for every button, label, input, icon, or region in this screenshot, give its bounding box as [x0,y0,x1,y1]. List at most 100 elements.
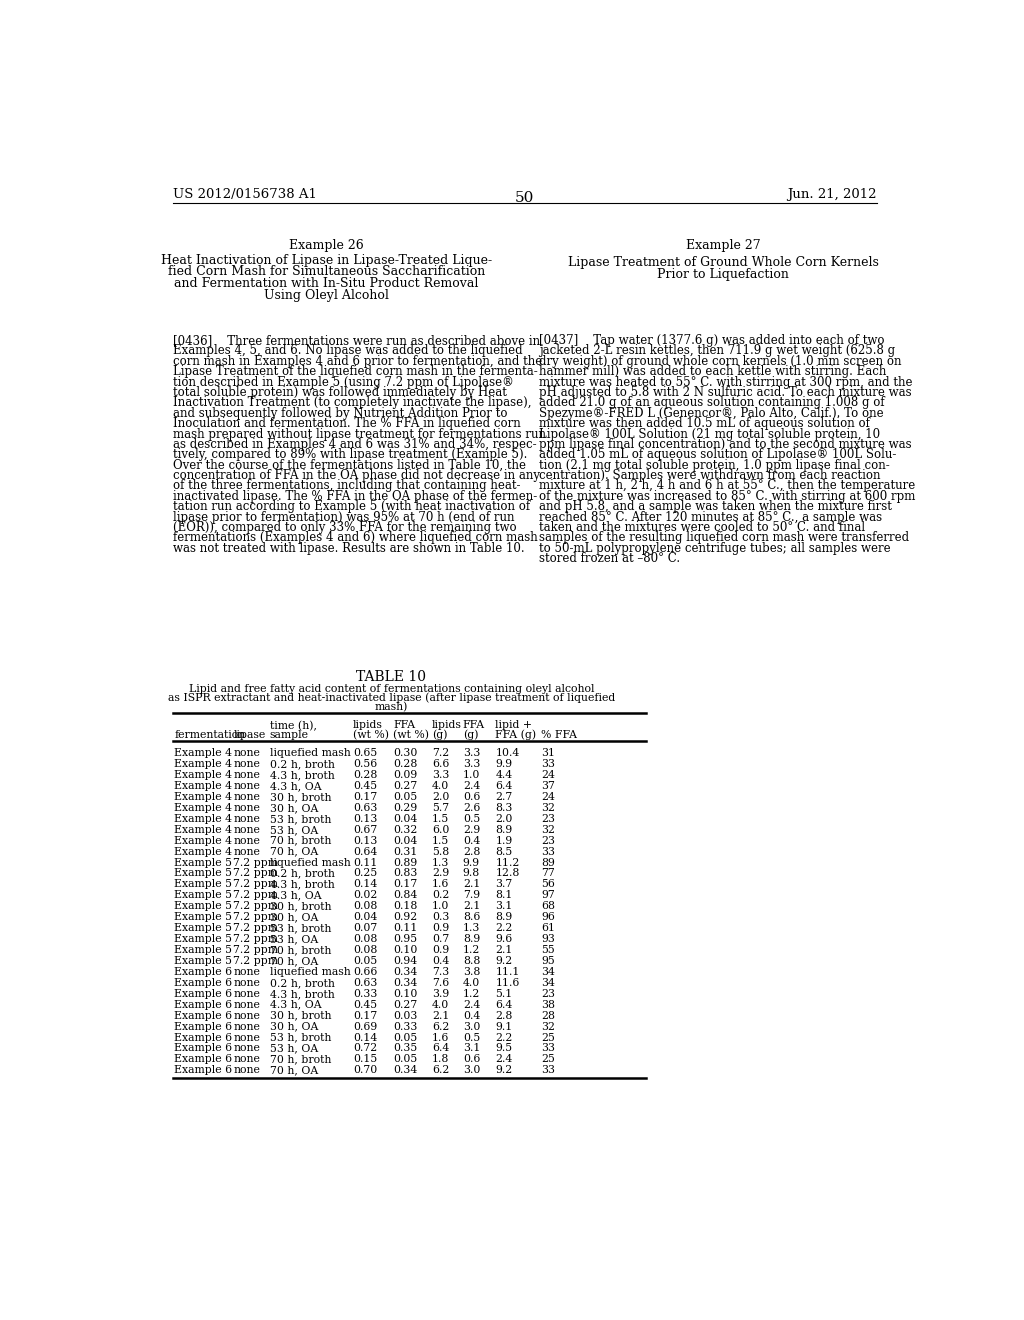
Text: 8.5: 8.5 [496,846,513,857]
Text: 4.0: 4.0 [463,978,480,987]
Text: liquefied mash: liquefied mash [270,858,350,867]
Text: Example 6: Example 6 [174,966,232,977]
Text: 9.5: 9.5 [496,1043,512,1053]
Text: 55: 55 [541,945,555,956]
Text: 1.6: 1.6 [432,879,450,890]
Text: 0.04: 0.04 [393,814,418,824]
Text: 0.08: 0.08 [352,935,377,944]
Text: fied Corn Mash for Simultaneous Saccharification: fied Corn Mash for Simultaneous Sacchari… [168,265,485,279]
Text: 2.1: 2.1 [463,902,480,911]
Text: [0436]    Three fermentations were run as described above in: [0436] Three fermentations were run as d… [173,334,540,347]
Text: Spezyme®-FRED L (Genencor®, Palo Alto, Calif.). To one: Spezyme®-FRED L (Genencor®, Palo Alto, C… [539,407,884,420]
Text: 0.08: 0.08 [352,945,377,956]
Text: Example 5: Example 5 [174,923,232,933]
Text: added 21.0 g of an aqueous solution containing 1.008 g of: added 21.0 g of an aqueous solution cont… [539,396,885,409]
Text: 9.6: 9.6 [496,935,513,944]
Text: 30 h, broth: 30 h, broth [270,1011,332,1020]
Text: Example 6: Example 6 [174,1011,232,1020]
Text: Inoculation and fermentation. The % FFA in liquefied corn: Inoculation and fermentation. The % FFA … [173,417,520,430]
Text: 2.7: 2.7 [496,792,513,803]
Text: 0.66: 0.66 [352,966,377,977]
Text: lipase prior to fermentation) was 95% at 70 h (end of run: lipase prior to fermentation) was 95% at… [173,511,514,524]
Text: 0.35: 0.35 [393,1043,418,1053]
Text: 1.3: 1.3 [432,858,450,867]
Text: 0.05: 0.05 [393,1032,418,1043]
Text: 4.3 h, broth: 4.3 h, broth [270,770,335,780]
Text: 0.32: 0.32 [393,825,418,834]
Text: Example 4: Example 4 [174,781,232,791]
Text: 9.2: 9.2 [496,1065,513,1076]
Text: total soluble protein) was followed immediately by Heat: total soluble protein) was followed imme… [173,385,507,399]
Text: 70 h, OA: 70 h, OA [270,846,318,857]
Text: Example 6: Example 6 [174,1032,232,1043]
Text: 4.3 h, OA: 4.3 h, OA [270,891,322,900]
Text: Example 5: Example 5 [174,902,232,911]
Text: 30 h, broth: 30 h, broth [270,792,332,803]
Text: US 2012/0156738 A1: US 2012/0156738 A1 [173,187,316,201]
Text: 2.4: 2.4 [463,781,480,791]
Text: jacketed 2-L resin kettles, then 711.9 g wet weight (625.8 g: jacketed 2-L resin kettles, then 711.9 g… [539,345,895,358]
Text: 0.4: 0.4 [432,956,450,966]
Text: 0.34: 0.34 [393,966,418,977]
Text: lipase: lipase [233,730,265,739]
Text: 70 h, broth: 70 h, broth [270,836,331,846]
Text: reached 85° C. After 120 minutes at 85° C., a sample was: reached 85° C. After 120 minutes at 85° … [539,511,882,524]
Text: 5.8: 5.8 [432,846,450,857]
Text: 0.3: 0.3 [432,912,450,923]
Text: 2.0: 2.0 [496,814,513,824]
Text: 0.25: 0.25 [352,869,377,879]
Text: 1.2: 1.2 [463,945,480,956]
Text: 8.6: 8.6 [463,912,480,923]
Text: 3.3: 3.3 [432,770,450,780]
Text: 0.84: 0.84 [393,891,418,900]
Text: 2.6: 2.6 [463,803,480,813]
Text: none: none [233,803,260,813]
Text: 8.9: 8.9 [496,912,513,923]
Text: 7.9: 7.9 [463,891,480,900]
Text: 0.17: 0.17 [352,792,377,803]
Text: tively, compared to 89% with lipase treatment (Example 5).: tively, compared to 89% with lipase trea… [173,449,527,461]
Text: Prior to Liquefaction: Prior to Liquefaction [657,268,790,281]
Text: 0.83: 0.83 [393,869,418,879]
Text: 9.9: 9.9 [496,759,512,770]
Text: none: none [233,1022,260,1031]
Text: 0.07: 0.07 [352,923,377,933]
Text: none: none [233,748,260,758]
Text: 56: 56 [541,879,555,890]
Text: 61: 61 [541,923,555,933]
Text: 6.2: 6.2 [432,1065,450,1076]
Text: Example 5: Example 5 [174,879,232,890]
Text: 6.2: 6.2 [432,1022,450,1031]
Text: 53 h, OA: 53 h, OA [270,825,318,834]
Text: 8.1: 8.1 [496,891,513,900]
Text: none: none [233,846,260,857]
Text: 2.1: 2.1 [432,1011,450,1020]
Text: 0.30: 0.30 [393,748,418,758]
Text: 0.70: 0.70 [352,1065,377,1076]
Text: fermentation: fermentation [174,730,246,739]
Text: 7.2 ppm: 7.2 ppm [233,956,279,966]
Text: (wt %): (wt %) [393,730,429,741]
Text: 23: 23 [541,836,555,846]
Text: Example 5: Example 5 [174,956,232,966]
Text: 0.4: 0.4 [463,1011,480,1020]
Text: 7.2: 7.2 [432,748,450,758]
Text: 0.2 h, broth: 0.2 h, broth [270,978,335,987]
Text: Example 6: Example 6 [174,1022,232,1031]
Text: mash): mash) [375,702,409,713]
Text: to 50-mL polypropylene centrifuge tubes; all samples were: to 50-mL polypropylene centrifuge tubes;… [539,543,891,554]
Text: none: none [233,966,260,977]
Text: % FFA: % FFA [541,730,578,739]
Text: concentration of FFA in the OA phase did not decrease in any: concentration of FFA in the OA phase did… [173,469,540,482]
Text: 0.11: 0.11 [352,858,377,867]
Text: Example 5: Example 5 [174,945,232,956]
Text: none: none [233,792,260,803]
Text: none: none [233,781,260,791]
Text: none: none [233,1043,260,1053]
Text: 0.28: 0.28 [352,770,377,780]
Text: 50: 50 [515,190,535,205]
Text: 0.08: 0.08 [352,902,377,911]
Text: 24: 24 [541,792,555,803]
Text: none: none [233,989,260,999]
Text: 0.92: 0.92 [393,912,418,923]
